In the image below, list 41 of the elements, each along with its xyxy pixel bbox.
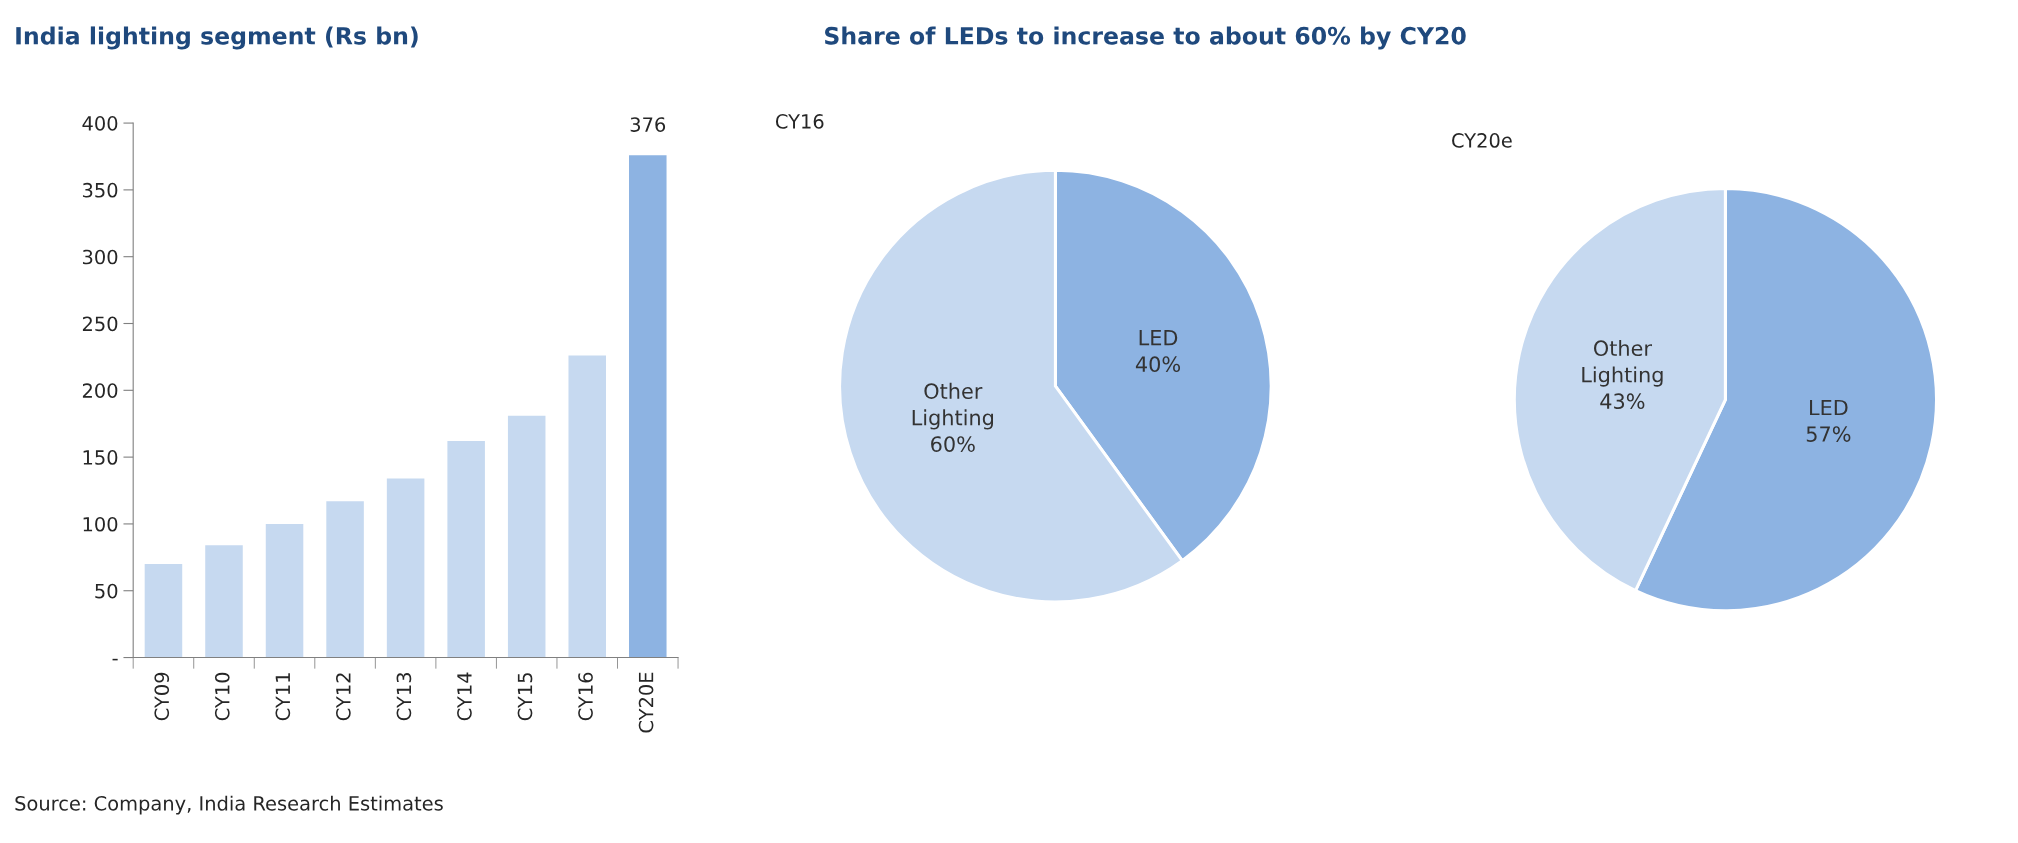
y-tick-label: 350 [82, 182, 118, 198]
y-tick-label: - [112, 658, 118, 661]
source-note: Source: Company, India Research Estimates [15, 795, 443, 815]
bar [507, 415, 546, 658]
y-tick-label: 200 [82, 383, 118, 398]
chart-subtitle: CY20e [1452, 133, 1512, 148]
data-label: 60% [931, 436, 975, 452]
bar [205, 545, 243, 658]
data-label: 40% [1135, 356, 1181, 373]
y-tick-label: 250 [82, 316, 118, 332]
x-tick-label: CY11 [275, 673, 291, 721]
bar [386, 478, 425, 658]
x-tick-label: CY20E [638, 672, 654, 733]
y-tick-label: 300 [82, 249, 118, 265]
y-tick-label: 50 [95, 583, 118, 599]
bar [629, 155, 667, 658]
slice-label: LED [1139, 330, 1178, 346]
bar [447, 441, 485, 658]
bar [144, 564, 183, 658]
y-tick-label: 100 [83, 516, 118, 532]
x-tick-label: CY10 [214, 672, 230, 721]
x-tick-label: CY15 [517, 673, 533, 721]
x-tick-label: CY13 [396, 672, 412, 721]
data-label: 57% [1806, 426, 1851, 442]
slice-label: Other Lighting [912, 382, 993, 430]
slice-label: Other Lighting [1582, 339, 1663, 387]
chart-title: Share of LEDs to increase to about 60% by CY20 [825, 26, 1466, 50]
y-tick-label: 150 [83, 450, 118, 465]
x-tick-label: CY16 [578, 672, 593, 721]
bar [568, 355, 607, 658]
data-label: 376 [630, 117, 666, 132]
y-tick-label: 400 [82, 116, 118, 131]
slice-label: LED [1810, 399, 1848, 416]
chart-title: India lighting segment (Rs bn) [16, 26, 418, 50]
data-label: 43% [1600, 393, 1645, 410]
chart-subtitle: CY16 [775, 114, 824, 129]
x-tick-label: CY12 [336, 673, 351, 721]
x-tick-label: CY14 [457, 672, 472, 721]
bar [326, 501, 364, 658]
bar [265, 523, 304, 658]
x-tick-label: CY09 [154, 672, 170, 721]
